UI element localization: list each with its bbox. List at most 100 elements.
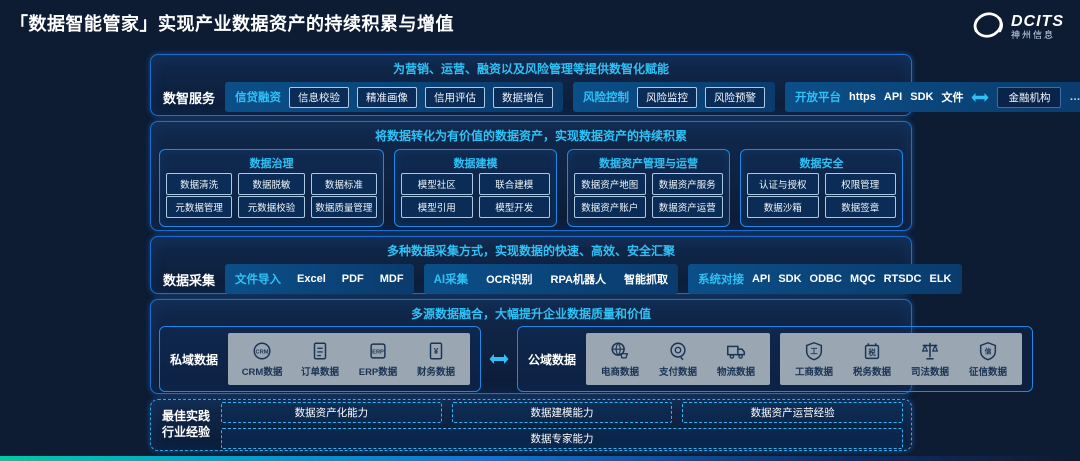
diagram-stack: 为营销、运营、融资以及风险管理等提供数智化赋能 数智服务 信贷融资 信息校验 精… [150,54,1080,451]
data-cleaning-button: 数据清洗 [166,172,233,195]
private-data-panel: CRM CRM数据 订单数据 ERP ERP数据 [228,333,471,385]
svg-text:ERP: ERP [372,349,384,355]
joint-modeling-button: 联合建模 [478,172,550,195]
tax-icon: 税 [861,340,883,362]
integration-sdk: SDK [778,273,802,285]
data-modeling-capability: 数据建模能力 [451,401,673,423]
crm-data-item: CRM CRM数据 [234,340,290,378]
logistics-data-item: 物流数据 [708,340,764,378]
data-credit-enhancement-button: 数据增信 [493,86,554,108]
risk-warning-button: 风险预警 [705,86,766,108]
data-sandbox-button: 数据沙箱 [747,196,819,218]
erp-icon: ERP [367,340,389,362]
logistics-data-caption: 物流数据 [717,367,756,378]
services-band: 为营销、运营、融资以及风险管理等提供数智化赋能 数智服务 信贷融资 信息校验 精… [150,54,1080,116]
data-expert-capability: 数据专家能力 [221,427,903,449]
data-quality-management-button: 数据质量管理 [310,196,377,218]
finance-icon: ¥ [425,340,447,362]
credit-data-caption: 征信数据 [969,367,1008,378]
svg-text:工: 工 [810,346,818,355]
fusion-band: 多源数据融合，大幅提升企业数据质量和价值 私域数据 CRM CRM数据 [150,299,1034,394]
order-data-item: 订单数据 [292,340,348,378]
fusion-band-header: 多源数据融合，大幅提升企业数据质量和价值 [410,307,651,321]
ai-collect-crawl: 智能抓取 [623,274,668,286]
asset-service-button: 数据资产服务 [651,172,723,195]
asset-operation-experience: 数据资产运营经验 [682,401,904,423]
model-development-button: 模型开发 [478,196,550,218]
system-integration-label: 系统对接 [697,274,744,286]
model-community-button: 模型社区 [401,172,473,195]
public-data-box: 公域数据 电商数据 支付数据 [517,326,1034,392]
svg-text:信: 信 [985,346,992,355]
public-data-panel-b: 工 工商数据 税 税务数据 司法数据 [780,333,1023,385]
auth-authorization-button: 认证与授权 [747,172,819,195]
order-icon [309,340,331,362]
ecommerce-icon [609,340,631,362]
services-band-header: 为营销、运营、融资以及风险管理等提供数智化赋能 [392,62,669,76]
justice-data-item: 司法数据 [902,340,958,378]
precise-profile-button: 精准画像 [357,86,418,108]
tax-data-item: 税 税务数据 [844,340,900,378]
risk-control-label: 风险控制 [583,92,630,104]
integration-elk: ELK [929,273,952,285]
public-data-label: 公域数据 [528,352,577,367]
asset-band-header: 将数据转化为有价值的数据资产，实现数据资产的持续积累 [374,129,687,143]
logo-brand-text: DCITS [1011,13,1064,31]
payment-icon [667,340,689,362]
data-governance-title: 数据治理 [249,158,294,170]
private-data-label: 私域数据 [170,352,219,367]
business-data-caption: 工商数据 [795,367,834,378]
crm-icon: CRM [251,340,273,362]
data-assetization-capability: 数据资产化能力 [221,401,442,423]
data-masking-button: 数据脱敏 [238,172,305,195]
page-title: 「数据智能管家」实现产业数据资产的持续积累与增值 [10,14,454,34]
channel-sdk: SDK [910,91,934,103]
risk-monitoring-button: 风险监控 [637,86,698,108]
file-import-excel: Excel [297,273,326,285]
logistics-icon [725,340,747,362]
collect-band-label: 数据采集 [163,272,216,288]
integration-mqc: MQC [849,273,876,285]
credit-financing-group: 信贷融资 信息校验 精准画像 信用评估 数据增信 [225,82,564,112]
ecommerce-data-caption: 电商数据 [601,367,640,378]
data-signature-button: 数据签章 [824,196,896,218]
asset-operation-button: 数据资产运营 [651,196,723,218]
tax-data-caption: 税务数据 [853,367,892,378]
business-icon: 工 [803,340,825,362]
risk-control-group: 风险控制 风险监控 风险预警 [573,82,776,112]
data-modeling-title: 数据建模 [453,158,498,170]
file-import-mdf: MDF [379,273,404,285]
data-modeling-box: 数据建模 模型社区 联合建模 模型引用 模型开发 [394,149,557,227]
more-ellipsis: … [1069,91,1080,103]
erp-data-item: ERP ERP数据 [350,340,406,378]
dcits-logo: DCITS 神州信息 [971,8,1064,47]
asset-management-box: 数据资产管理与运营 数据资产地图 数据资产服务 数据资产账户 数据资产运营 [567,149,730,227]
practice-band-label: 最佳实践 行业经验 [159,409,213,440]
metadata-verification-button: 元数据校验 [238,196,305,218]
asset-account-button: 数据资产账户 [574,196,646,218]
practice-label-line1: 最佳实践 [161,409,210,424]
ai-collect-ocr: OCR识别 [486,274,533,286]
financial-institution-button: 金融机构 [997,86,1062,108]
public-data-panel-a: 电商数据 支付数据 物流数据 [586,333,771,385]
finance-data-item: ¥ 财务数据 [408,340,464,378]
erp-data-caption: ERP数据 [358,367,398,378]
justice-icon [919,340,941,362]
channel-file: 文件 [941,92,964,104]
justice-data-caption: 司法数据 [911,367,950,378]
fusion-double-arrow-icon [489,353,509,365]
asset-band: 将数据转化为有价值的数据资产，实现数据资产的持续积累 数据治理 数据清洗 数据脱… [150,121,912,231]
ai-collect-rpa: RPA机器人 [550,274,606,286]
collect-band-header: 多种数据采集方式，实现数据的快速、高效、安全汇聚 [386,244,675,258]
practice-label-line2: 行业经验 [161,425,210,439]
ecommerce-data-item: 电商数据 [592,340,648,378]
credit-data-item: 信 征信数据 [960,340,1016,378]
metadata-management-button: 元数据管理 [166,196,233,218]
asset-management-title: 数据资产管理与运营 [599,158,698,170]
data-governance-box: 数据治理 数据清洗 数据脱敏 数据标准 元数据管理 元数据校验 数据质量管理 [159,149,384,227]
integration-rtsdc: RTSDC [883,273,922,285]
file-import-label: 文件导入 [235,274,282,286]
channel-api: API [883,91,903,103]
payment-data-item: 支付数据 [650,340,706,378]
asset-map-button: 数据资产地图 [574,172,646,195]
